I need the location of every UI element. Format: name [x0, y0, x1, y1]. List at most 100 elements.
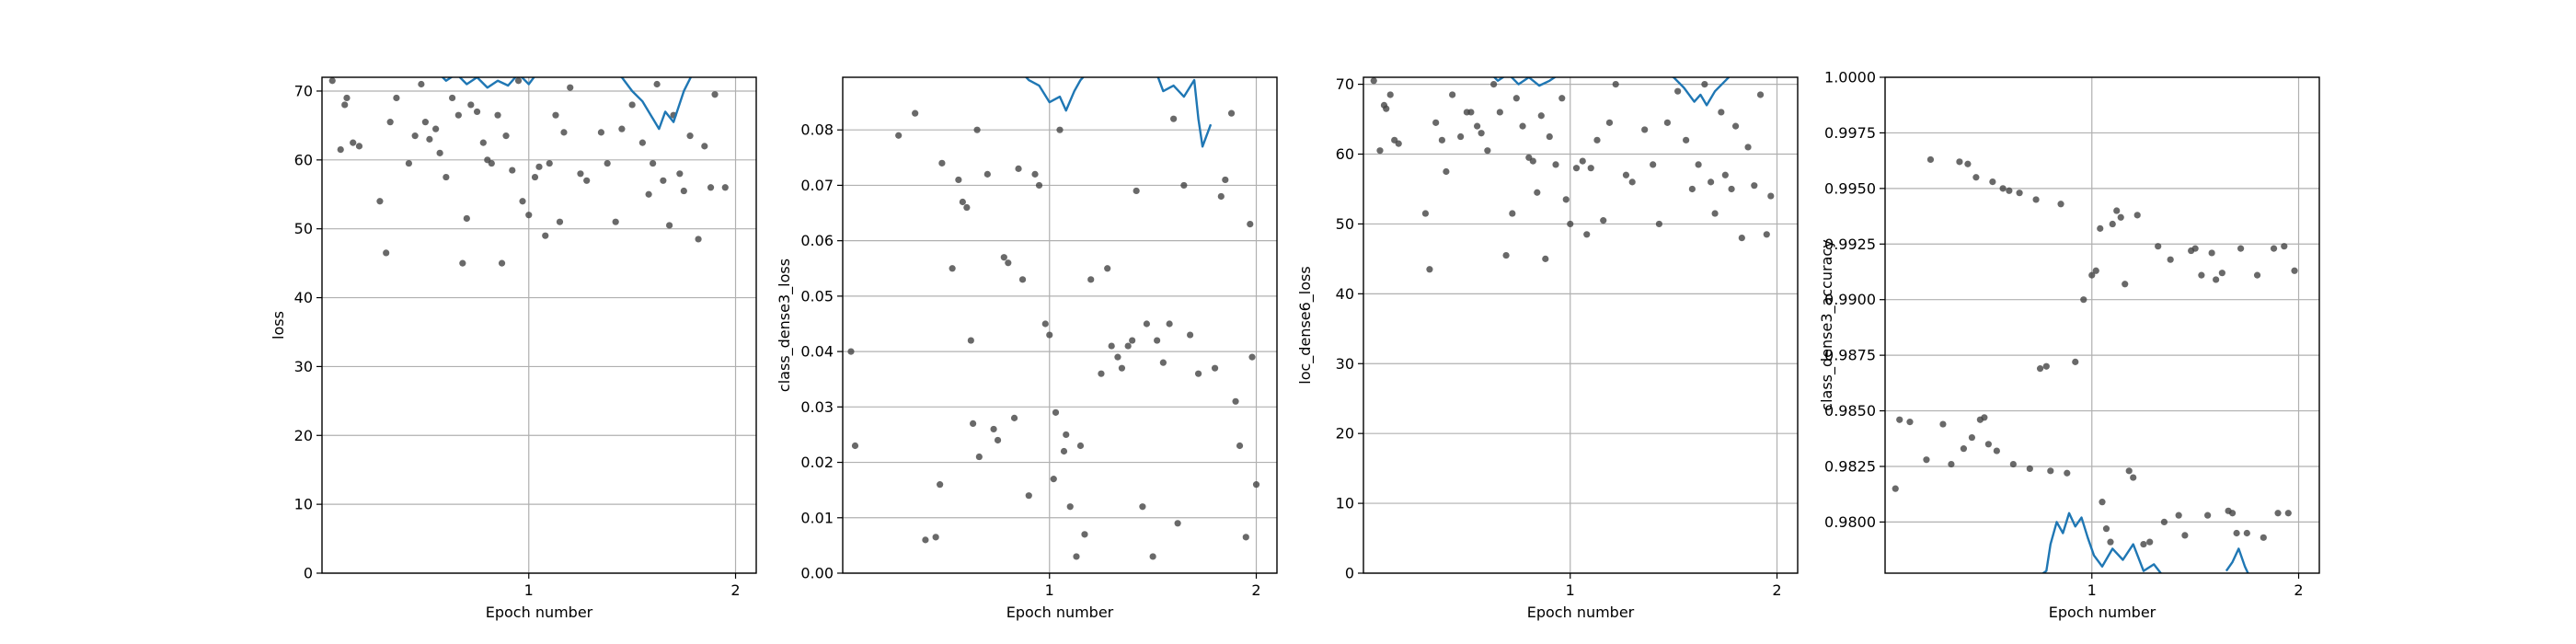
y-tick-label: 0.07 — [800, 177, 834, 194]
scatter-point — [650, 159, 657, 167]
scatter-point — [604, 159, 611, 167]
scatter-point — [1232, 397, 1239, 405]
scatter-point — [2229, 510, 2237, 517]
scatter-point — [1104, 265, 1111, 272]
scatter-point — [990, 425, 997, 433]
plot-area — [1892, 155, 2298, 573]
scatter-point — [436, 149, 443, 156]
scatter-point — [2204, 512, 2212, 519]
scatter-point — [1999, 185, 2007, 192]
scatter-point — [2233, 529, 2240, 537]
scatter-point — [1025, 492, 1032, 500]
scatter-point — [376, 198, 384, 205]
scatter-point — [2026, 465, 2033, 472]
y-tick-label: 0.9925 — [1824, 236, 1876, 253]
scatter-point — [1081, 531, 1088, 538]
x-tick-label: 1 — [2087, 581, 2097, 599]
scatter-point — [1926, 155, 1935, 164]
scatter-point — [386, 119, 394, 126]
scatter-point — [1993, 447, 2000, 454]
scatter-point — [1098, 370, 1105, 377]
scatter-point — [1683, 136, 1690, 144]
y-axis-label: loc_dense6_loss — [1296, 266, 1315, 384]
line — [441, 77, 693, 131]
scatter-point — [567, 84, 574, 91]
scatter-point — [1217, 192, 1225, 201]
scatter-point — [1502, 251, 1510, 259]
scatter-point — [912, 109, 919, 117]
scatter-point — [1552, 161, 1559, 168]
scatter-point — [1180, 181, 1188, 190]
y-tick-label: 0.02 — [800, 454, 834, 471]
scatter-point — [666, 222, 673, 229]
scatter-point — [937, 481, 944, 489]
scatter-point — [337, 146, 344, 154]
scatter-point — [2072, 358, 2079, 365]
scatter-point — [973, 126, 981, 133]
scatter-point — [405, 159, 412, 167]
scatter-point — [343, 94, 351, 102]
scatter-point — [1076, 442, 1085, 450]
scatter-point — [560, 129, 568, 136]
y-tick-label: 40 — [1336, 285, 1354, 303]
scatter-point — [1558, 95, 1566, 102]
scatter-point — [535, 163, 543, 170]
scatter-point — [2133, 212, 2141, 219]
scatter-point — [721, 184, 729, 191]
scatter-point — [443, 173, 450, 181]
scatter-point — [660, 177, 667, 184]
scatter-point — [1073, 553, 1080, 560]
scatter-point — [1484, 147, 1491, 155]
scatter-point — [1628, 178, 1636, 186]
y-tick-label: 30 — [1336, 355, 1354, 373]
scatter-point — [2175, 512, 2182, 519]
scatter-point — [711, 91, 719, 98]
scatter-point — [2140, 540, 2147, 548]
scatter-point — [1711, 210, 1719, 217]
scatter-point — [1474, 122, 1481, 130]
scatter-point — [341, 101, 349, 109]
scatter-point — [1143, 320, 1150, 328]
scatter-point — [2160, 518, 2168, 526]
y-tick-label: 50 — [294, 220, 313, 237]
scatter-point — [2088, 271, 2096, 279]
scatter-point — [1395, 140, 1402, 147]
axes-frame — [321, 76, 757, 574]
scatter-point — [2167, 256, 2174, 263]
scatter-point — [1989, 178, 1996, 186]
scatter-point — [1728, 185, 1735, 193]
scatter-point — [967, 337, 974, 344]
scatter-point — [2130, 474, 2137, 481]
scatter-point — [1174, 520, 1181, 527]
scatter-point — [1622, 171, 1630, 178]
axes-frame — [1884, 76, 2320, 574]
y-tick-label: 0.08 — [800, 121, 834, 139]
scatter-point — [1114, 353, 1121, 361]
scatter-point — [1600, 217, 1607, 224]
y-tick-label: 1.0000 — [1824, 69, 1876, 86]
scatter-point — [552, 111, 559, 119]
scatter-point — [2009, 460, 2017, 468]
y-tick-label: 40 — [294, 289, 313, 306]
scatter-point — [1248, 353, 1256, 361]
scatter-point — [2016, 190, 2023, 197]
scatter-point — [1519, 122, 1526, 130]
y-tick-label: 20 — [294, 427, 313, 444]
scatter-point — [1041, 320, 1049, 328]
scatter-point — [1984, 441, 1992, 448]
scatter-point — [1968, 433, 1975, 442]
scatter-point — [432, 125, 440, 132]
scatter-point — [1923, 456, 1930, 464]
scatter-point — [628, 101, 636, 109]
scatter-point — [1124, 342, 1132, 350]
scatter-point — [2097, 224, 2104, 232]
scatter-point — [2284, 510, 2292, 517]
scatter-point — [1701, 80, 1708, 88]
scatter-point — [2032, 196, 2040, 203]
scatter-point — [618, 125, 626, 132]
scatter-point — [2107, 538, 2114, 546]
y-tick-label: 0.06 — [800, 232, 834, 249]
x-tick-label: 1 — [1566, 581, 1575, 599]
scatter-point — [2092, 267, 2099, 274]
x-tick-label: 1 — [1045, 581, 1054, 599]
